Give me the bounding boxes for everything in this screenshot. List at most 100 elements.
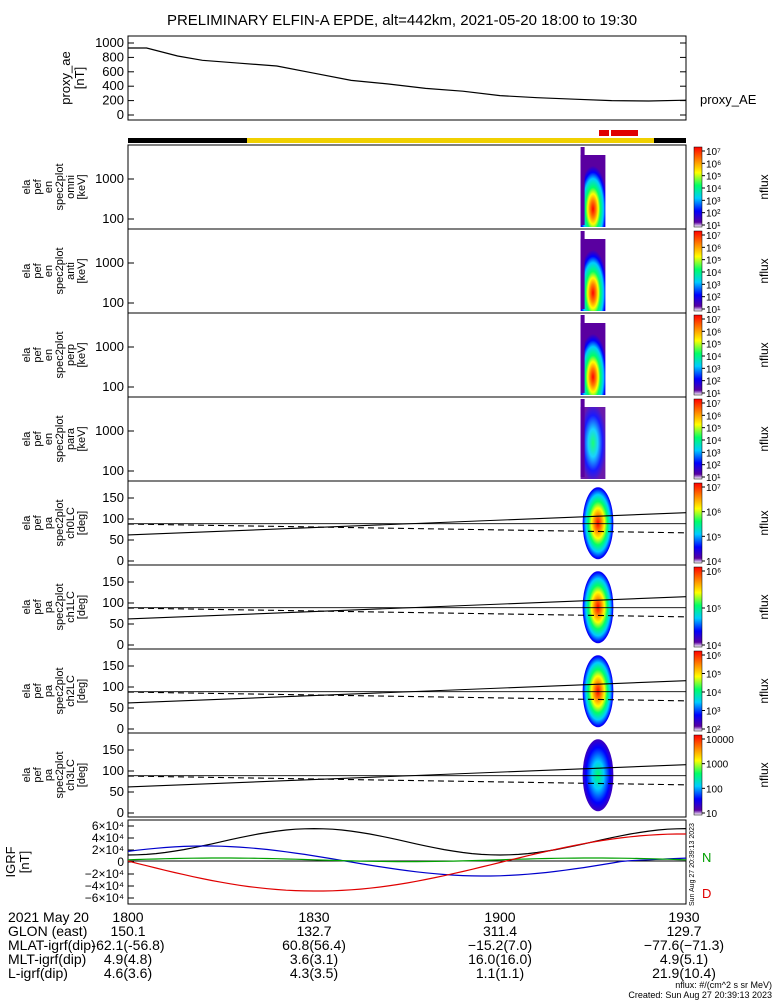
panel-ylabel: [keV]	[76, 258, 88, 283]
panel-ylabel: [keV]	[76, 426, 88, 451]
igrf-e-series	[127, 857, 687, 863]
panel-ylabel: spec2plot	[54, 667, 66, 714]
ephemeris-table: 2021 May 20 GLON (east) MLAT-igrf(dip) M…	[8, 909, 724, 981]
igrf-ytick-label: 4×10⁴	[92, 831, 124, 845]
colorbar	[693, 314, 703, 396]
status-bar-black-left	[128, 138, 247, 143]
colorbar-tick-label: 10³	[706, 280, 721, 291]
colorbar	[693, 146, 703, 228]
proxy-ae-ytick-label: 1000	[95, 35, 124, 50]
spectrogram-blob	[580, 323, 606, 395]
panel-ylabel: ch0LC	[65, 507, 77, 539]
panel-ytick-label: 100	[102, 295, 124, 310]
proxy-ae-frame	[127, 35, 687, 121]
panel-ylabel: pef	[32, 178, 44, 194]
colorbar-tick-label: 10⁵	[706, 532, 721, 543]
colorbar-label: nflux	[757, 678, 771, 703]
panel-ylabel: perp	[65, 344, 77, 366]
colorbar	[693, 230, 703, 312]
colorbar-tick-label: 10⁵	[706, 256, 721, 267]
proxy-ae-legend: proxy_AE	[700, 92, 757, 107]
colorbar-tick-label: 10⁷	[706, 147, 721, 158]
status-bar-red-1	[599, 130, 609, 136]
panel-ytick-label: 150	[102, 658, 124, 673]
colorbar-label: nflux	[757, 342, 771, 367]
colorbar-tick-label: 1000	[706, 760, 729, 771]
colorbar-tick-label: 10³	[706, 364, 721, 375]
panel-ylabel: pa	[43, 684, 55, 697]
colorbar-tick-label: 10⁷	[706, 231, 721, 242]
panel-ytick-label: 100	[102, 211, 124, 226]
ephem-mlt-3: 4.9(5.1)	[660, 951, 708, 967]
panel-ylabel: spec2plot	[54, 499, 66, 546]
colorbar-tick-label: 10¹	[706, 221, 721, 232]
ephem-glon-3: 129.7	[666, 923, 701, 939]
colorbar-tick-label: 10⁶	[706, 411, 721, 422]
figure-title: PRELIMINARY ELFIN-A EPDE, alt=442km, 202…	[167, 12, 637, 29]
panel-ylabel: pa	[43, 600, 55, 613]
spectrogram-edge	[580, 315, 585, 393]
panel-ylabel: pef	[32, 514, 44, 530]
panel-ylabel: spec2plot	[54, 163, 66, 210]
panel-ytick-label: 50	[110, 616, 124, 631]
panel-ytick-label: 150	[102, 574, 124, 589]
panel-ylabel: en	[43, 349, 55, 361]
pa-blob	[582, 655, 614, 728]
panel-ylabel: ela	[21, 263, 33, 279]
colorbar-tick-label: 10⁷	[706, 399, 721, 410]
spectrogram-blob	[580, 407, 606, 479]
colorbar	[693, 398, 703, 480]
proxy-ae-ytick-label: 0	[117, 107, 124, 122]
panel-ytick-label: 0	[117, 721, 124, 736]
spectrogram-edge	[580, 231, 585, 309]
panel-ylabel: pef	[32, 682, 44, 698]
ephem-glon-2: 311.4	[483, 923, 517, 939]
panel-ytick-label: 0	[117, 637, 124, 652]
panel-ytick-label: 100	[102, 679, 124, 694]
status-bar-black-right	[654, 138, 686, 143]
colorbar-tick-label: 10⁵	[706, 172, 721, 183]
proxy-ae-series	[128, 47, 687, 102]
panel-ylabel: pef	[32, 262, 44, 278]
igrf-legend-n: N	[702, 850, 711, 865]
colorbar-tick-label: 10³	[706, 448, 721, 459]
ephem-row-label-1: GLON (east)	[8, 923, 87, 939]
colorbar-tick-label: 10⁵	[706, 340, 721, 351]
colorbar-tick-label: 10⁶	[706, 327, 721, 338]
pa-blob	[582, 571, 614, 644]
panel-ylabel: [deg]	[76, 679, 88, 703]
igrf-ytick-label: −4×10⁴	[85, 879, 124, 893]
status-bar	[128, 130, 686, 143]
colorbar-tick-label: 10⁶	[706, 159, 721, 170]
colorbar-tick-label: 10⁶	[706, 651, 721, 662]
colorbar-label: nflux	[757, 174, 771, 199]
colorbar-tick-label: 10²	[706, 209, 721, 220]
colorbar	[693, 566, 703, 648]
colorbar-tick-label: 10⁴	[706, 557, 721, 568]
colorbar-tick-label: 10¹	[706, 305, 721, 316]
panel-ytick-label: 0	[117, 805, 124, 820]
footer-units: nflux: #/(cm^2 s sr MeV)	[675, 980, 772, 990]
panel-ytick-label: 150	[102, 490, 124, 505]
igrf-ytick-label: −2×10⁴	[85, 867, 124, 881]
igrf-ytick-label: 2×10⁴	[92, 843, 124, 857]
colorbar-tick-label: 10²	[706, 377, 721, 388]
colorbar-tick-label: 10⁴	[706, 268, 721, 279]
panel-ytick-label: 100	[102, 379, 124, 394]
igrf-ylabel-2: [nT]	[17, 851, 32, 873]
ephem-glon-1: 132.7	[296, 923, 331, 939]
panel-4: ela pef pa spec2plot ch0LC [deg] 150 100 50 0 10⁷ 1…	[21, 480, 771, 568]
ephem-row-label-3: MLT-igrf(dip)	[8, 951, 86, 967]
panel-frame	[127, 732, 687, 818]
panel-ytick-label: 50	[110, 700, 124, 715]
ephem-time-3: 1930	[668, 909, 699, 925]
ephem-mlat-1: 60.8(56.4)	[282, 937, 346, 953]
proxy-ae-ylabel-2: [nT]	[72, 67, 87, 89]
igrf-ytick-label: 0	[117, 855, 124, 869]
panel-ylabel: ela	[21, 515, 33, 531]
panel-ytick-label: 100	[102, 511, 124, 526]
